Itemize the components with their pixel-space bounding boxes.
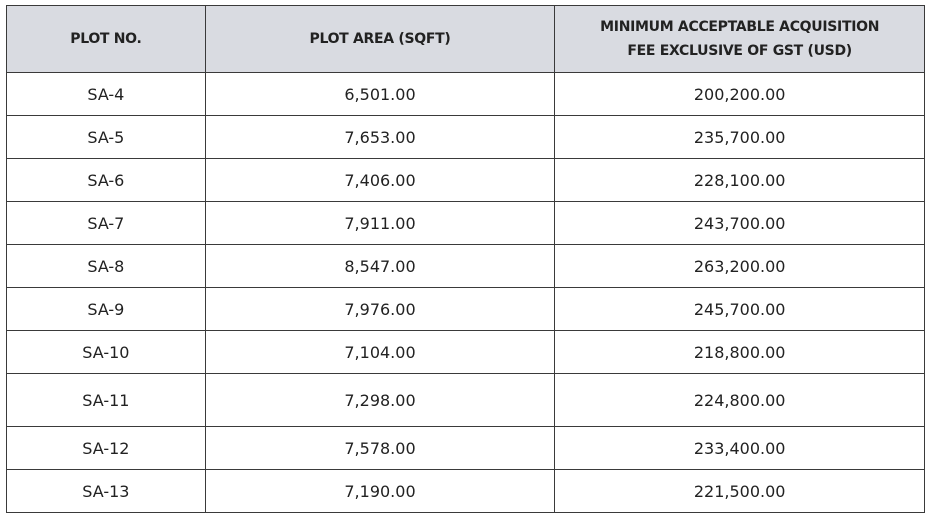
cell-acquisition-fee: 233,400.00 xyxy=(554,426,925,470)
cell-acquisition-fee: 245,700.00 xyxy=(554,287,925,331)
cell-plot-no: SA-8 xyxy=(6,244,206,288)
cell-acquisition-fee: 224,800.00 xyxy=(554,373,925,427)
cell-plot-no: SA-9 xyxy=(6,287,206,331)
cell-plot-no: SA-10 xyxy=(6,330,206,374)
cell-acquisition-fee: 263,200.00 xyxy=(554,244,925,288)
header-row: PLOT NO. PLOT AREA (SQFT) MINIMUM ACCEPT… xyxy=(6,5,925,73)
cell-plot-area: 7,104.00 xyxy=(204,330,556,374)
table-row: SA-9 7,976.00 245,700.00 xyxy=(6,287,925,331)
cell-plot-area: 7,976.00 xyxy=(204,287,556,331)
cell-plot-no: SA-7 xyxy=(6,201,206,245)
table-row: SA-10 7,104.00 218,800.00 xyxy=(6,330,925,374)
table-row: SA-12 7,578.00 233,400.00 xyxy=(6,426,925,470)
cell-plot-area: 7,298.00 xyxy=(204,373,556,427)
cell-plot-area: 6,501.00 xyxy=(204,72,556,116)
table-row: SA-5 7,653.00 235,700.00 xyxy=(6,115,925,159)
cell-plot-area: 7,653.00 xyxy=(204,115,556,159)
cell-plot-area: 7,911.00 xyxy=(204,201,556,245)
table-row: SA-7 7,911.00 243,700.00 xyxy=(6,201,925,245)
table-row: SA-13 7,190.00 221,500.00 xyxy=(6,469,925,513)
header-plot-area: PLOT AREA (SQFT) xyxy=(204,5,556,73)
table-row: SA-6 7,406.00 228,100.00 xyxy=(6,158,925,202)
cell-plot-no: SA-12 xyxy=(6,426,206,470)
cell-plot-area: 7,578.00 xyxy=(204,426,556,470)
cell-plot-area: 7,406.00 xyxy=(204,158,556,202)
cell-plot-no: SA-6 xyxy=(6,158,206,202)
cell-acquisition-fee: 218,800.00 xyxy=(554,330,925,374)
header-acquisition-fee: MINIMUM ACCEPTABLE ACQUISITION FEE EXCLU… xyxy=(554,5,925,73)
cell-plot-no: SA-11 xyxy=(6,373,206,427)
cell-acquisition-fee: 221,500.00 xyxy=(554,469,925,513)
plot-fee-table: PLOT NO. PLOT AREA (SQFT) MINIMUM ACCEPT… xyxy=(6,5,925,513)
cell-acquisition-fee: 235,700.00 xyxy=(554,115,925,159)
cell-acquisition-fee: 228,100.00 xyxy=(554,158,925,202)
cell-plot-no: SA-4 xyxy=(6,72,206,116)
cell-plot-no: SA-13 xyxy=(6,469,206,513)
header-plot-no: PLOT NO. xyxy=(6,5,206,73)
table-row: SA-4 6,501.00 200,200.00 xyxy=(6,72,925,116)
cell-acquisition-fee: 243,700.00 xyxy=(554,201,925,245)
table-body: SA-4 6,501.00 200,200.00 SA-5 7,653.00 235,70… xyxy=(6,72,925,513)
cell-acquisition-fee: 200,200.00 xyxy=(554,72,925,116)
cell-plot-area: 7,190.00 xyxy=(204,469,556,513)
cell-plot-no: SA-5 xyxy=(6,115,206,159)
table-row: SA-8 8,547.00 263,200.00 xyxy=(6,244,925,288)
cell-plot-area: 8,547.00 xyxy=(204,244,556,288)
table-row: SA-11 7,298.00 224,800.00 xyxy=(6,373,925,427)
